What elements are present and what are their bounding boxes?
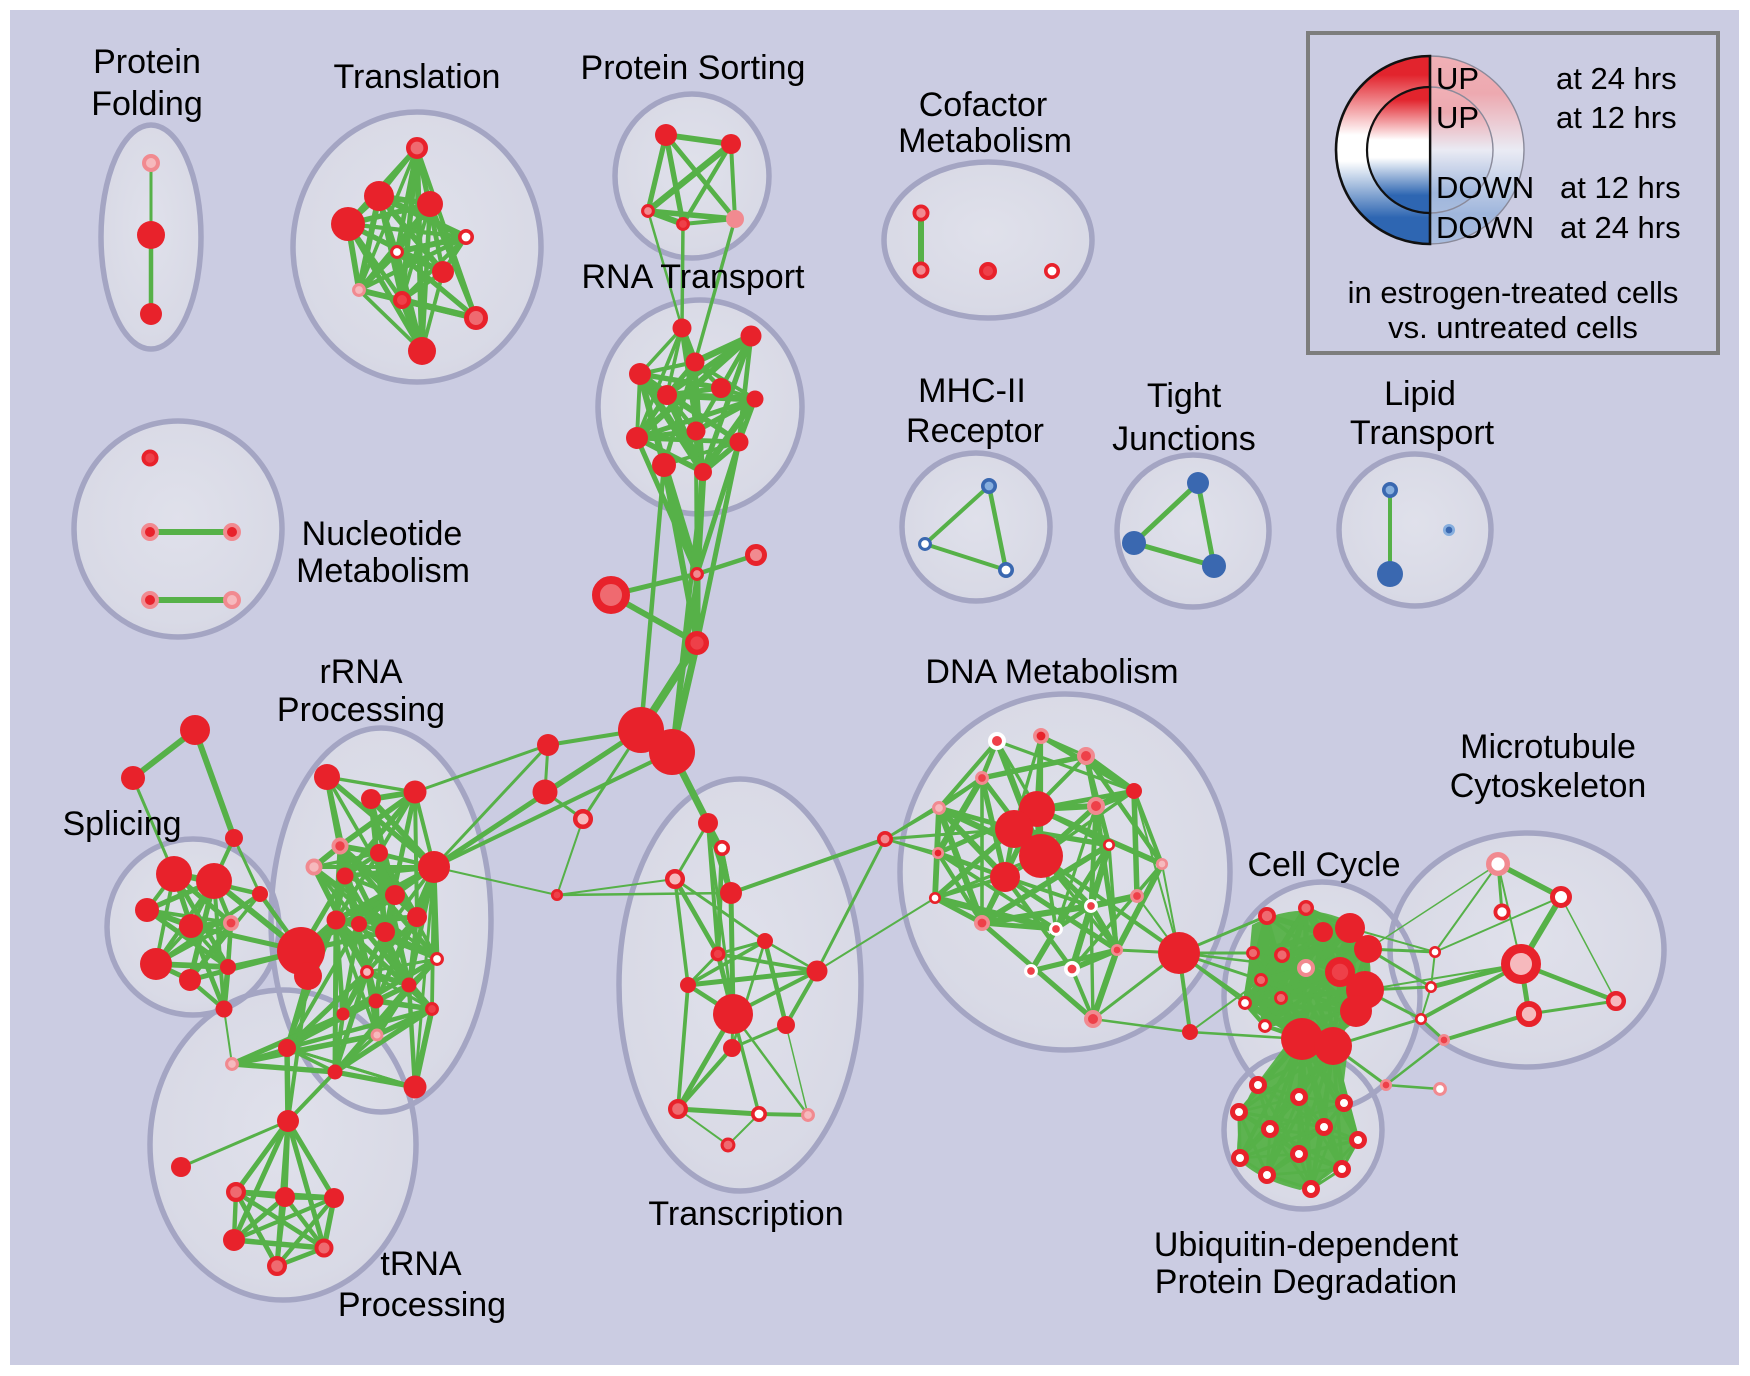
svg-text:at 24 hrs: at 24 hrs [1556, 61, 1677, 96]
svg-text:DNA Metabolism: DNA Metabolism [925, 653, 1178, 691]
svg-text:Transport: Transport [1350, 414, 1495, 452]
svg-text:at 24 hrs: at 24 hrs [1560, 210, 1681, 245]
svg-text:Receptor: Receptor [906, 412, 1044, 450]
svg-text:DOWN: DOWN [1436, 170, 1534, 205]
svg-text:at 12 hrs: at 12 hrs [1556, 100, 1677, 135]
svg-text:MHC-II: MHC-II [918, 372, 1026, 410]
svg-text:Metabolism: Metabolism [898, 122, 1072, 160]
svg-text:in estrogen-treated cells: in estrogen-treated cells [1348, 275, 1679, 310]
svg-text:Processing: Processing [277, 691, 445, 729]
svg-text:Cell Cycle: Cell Cycle [1247, 846, 1400, 884]
svg-text:Microtubule: Microtubule [1460, 728, 1636, 766]
svg-text:Protein Degradation: Protein Degradation [1155, 1263, 1457, 1301]
svg-text:Protein: Protein [93, 43, 201, 81]
svg-text:Processing: Processing [338, 1286, 506, 1324]
svg-text:Lipid: Lipid [1384, 375, 1456, 413]
svg-text:vs. untreated cells: vs. untreated cells [1388, 310, 1638, 345]
svg-text:Folding: Folding [91, 85, 203, 123]
svg-text:Transcription: Transcription [648, 1195, 843, 1233]
svg-text:DOWN: DOWN [1436, 210, 1534, 245]
svg-text:Junctions: Junctions [1112, 420, 1256, 458]
svg-text:Cofactor: Cofactor [919, 86, 1048, 124]
svg-text:Cytoskeleton: Cytoskeleton [1450, 767, 1647, 805]
svg-text:Tight: Tight [1147, 377, 1222, 415]
svg-text:RNA Transport: RNA Transport [582, 258, 806, 296]
svg-text:UP: UP [1436, 61, 1479, 96]
svg-text:Metabolism: Metabolism [296, 552, 470, 590]
svg-text:at 12 hrs: at 12 hrs [1560, 170, 1681, 205]
svg-text:Ubiquitin-dependent: Ubiquitin-dependent [1154, 1226, 1459, 1264]
svg-text:Translation: Translation [334, 58, 501, 96]
svg-text:Protein Sorting: Protein Sorting [581, 49, 806, 87]
svg-text:Nucleotide: Nucleotide [302, 515, 463, 553]
svg-text:rRNA: rRNA [319, 653, 402, 691]
svg-text:Splicing: Splicing [62, 805, 181, 843]
svg-text:tRNA: tRNA [380, 1245, 462, 1283]
svg-text:UP: UP [1436, 100, 1479, 135]
